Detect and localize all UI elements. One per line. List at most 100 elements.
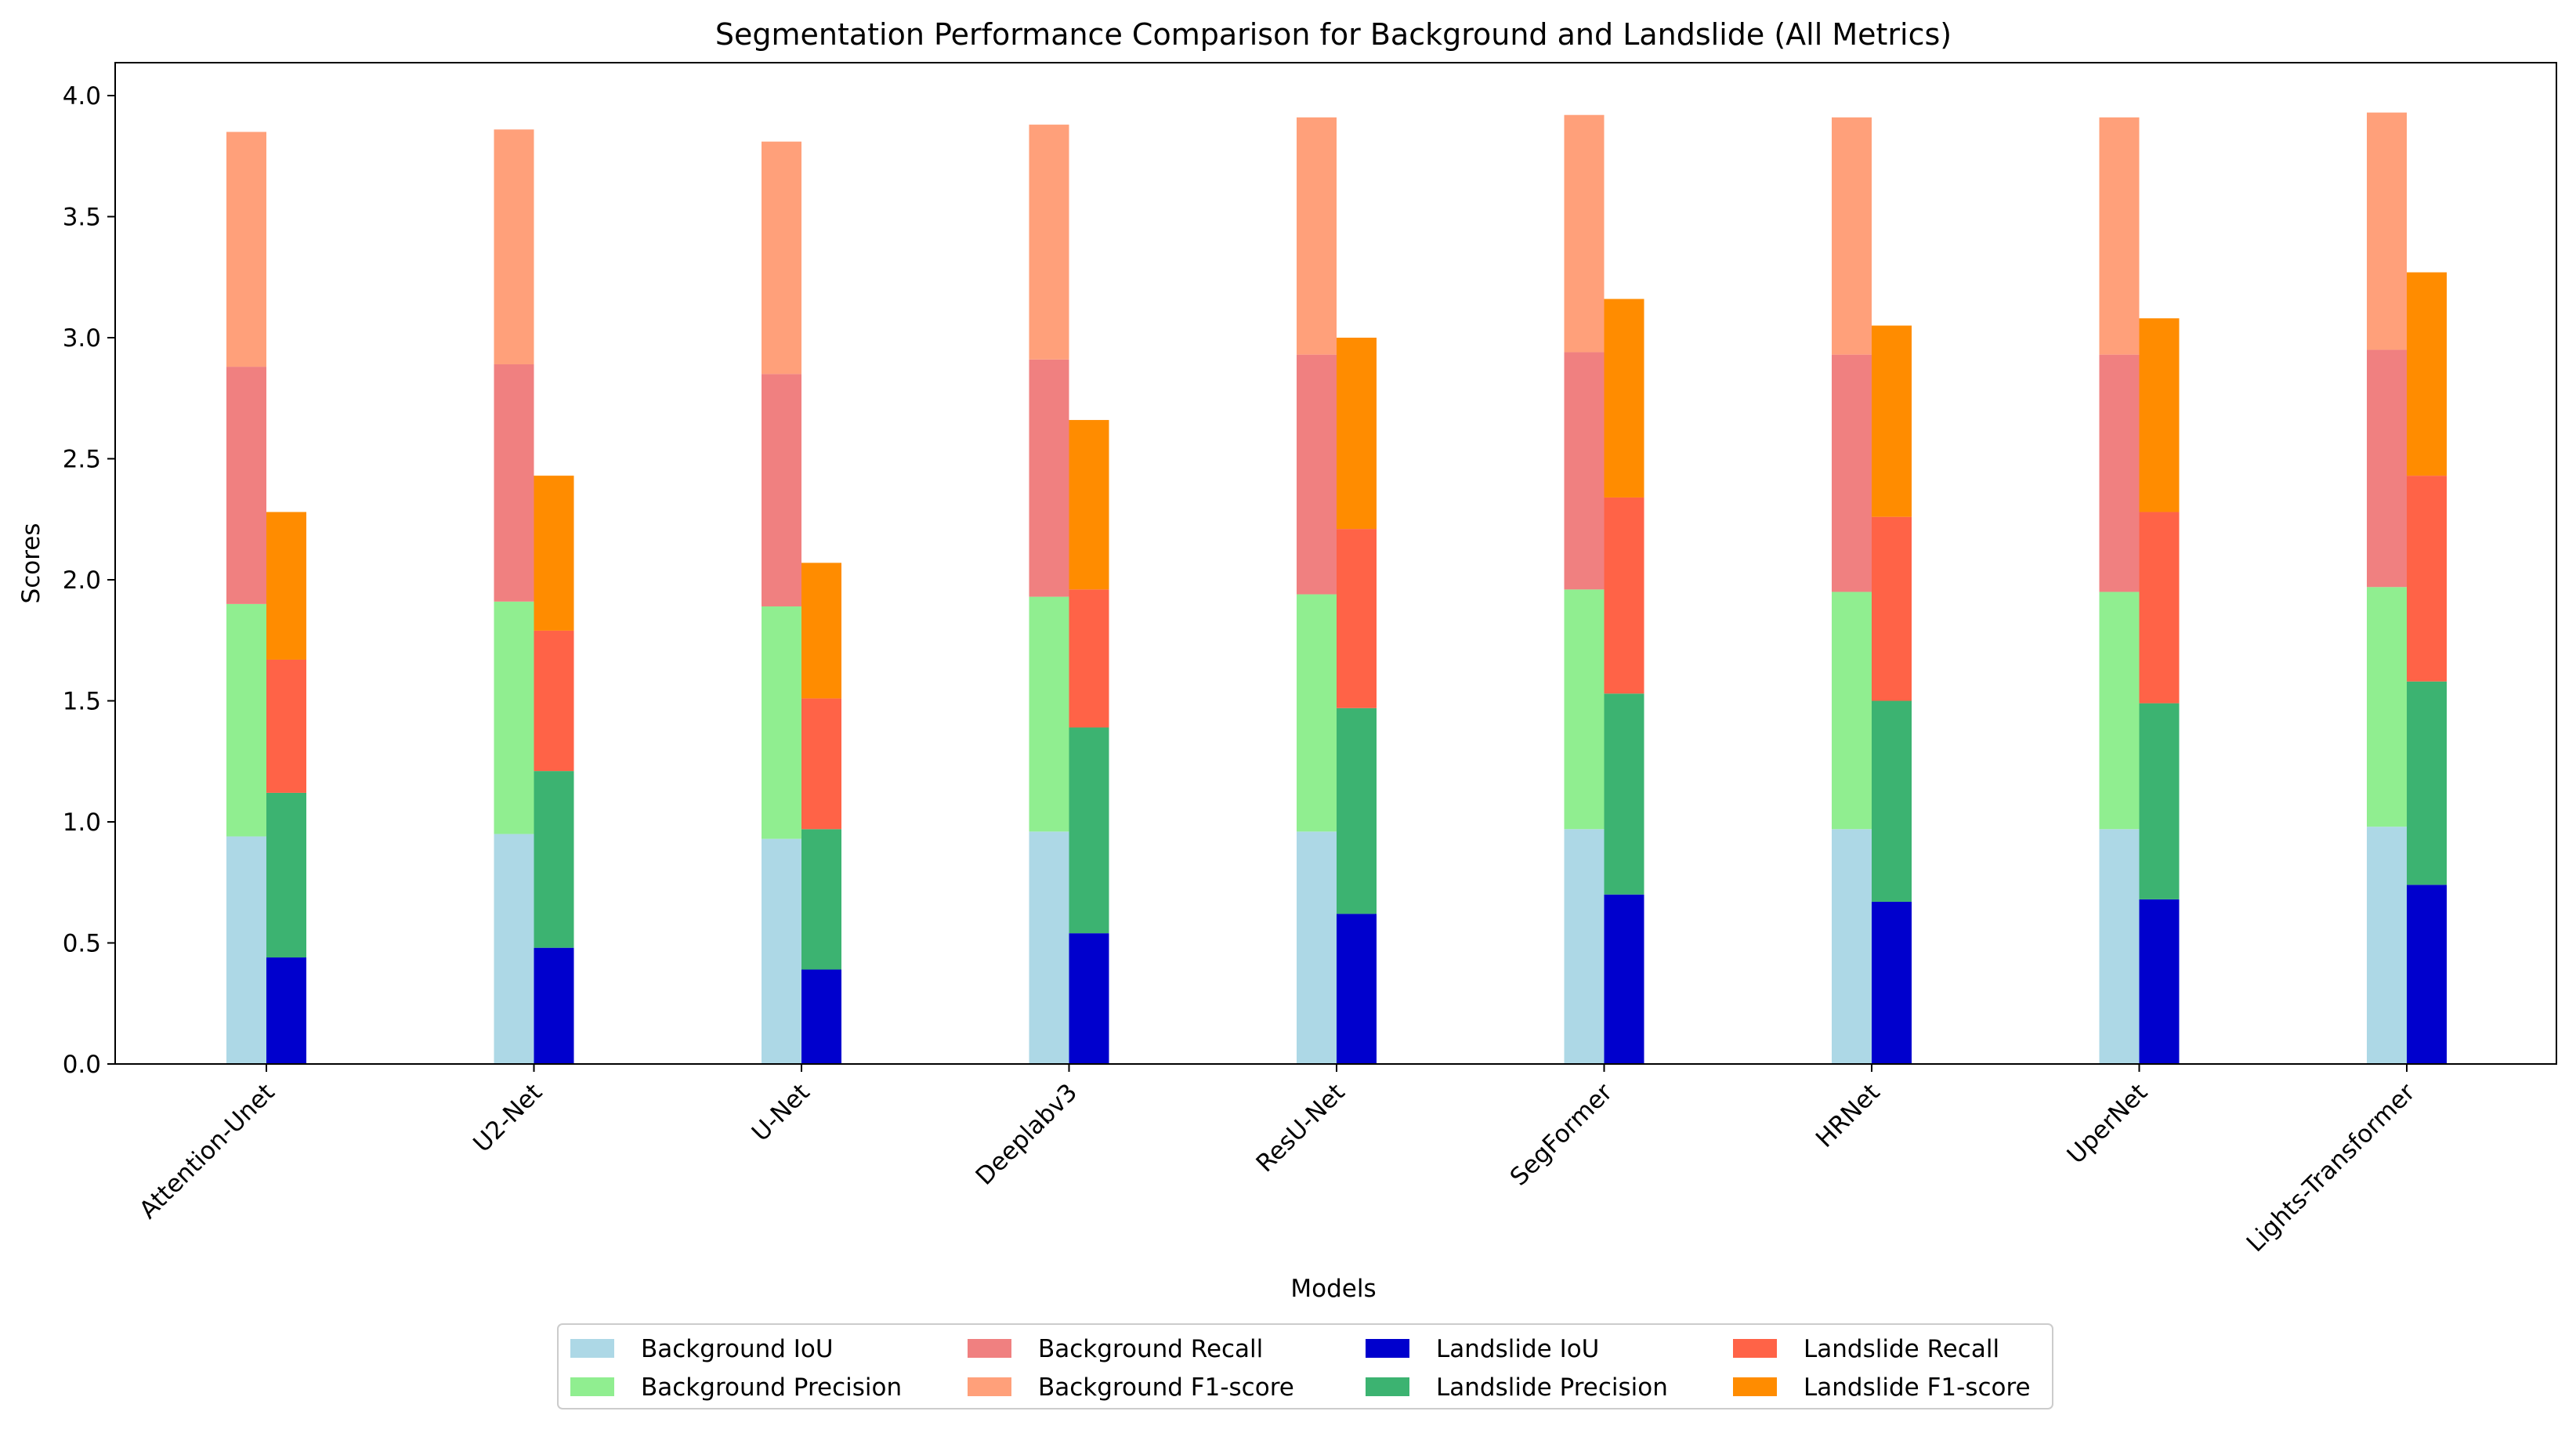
y-tick-label: 1.5: [63, 688, 101, 716]
legend-entry-label: Landslide F1-score: [1804, 1373, 2031, 1402]
bar-resu-net-background-recall: [1297, 354, 1337, 595]
y-tick-label: 4.0: [63, 82, 101, 110]
bar-u-net-background-precision: [762, 606, 801, 839]
bar-lights-transformer-landslide-iou: [2407, 885, 2447, 1064]
y-tick-label: 2.5: [63, 446, 101, 474]
bar-segformer-background-f1-score: [1564, 114, 1605, 353]
bar-upernet-background-precision: [2099, 592, 2140, 830]
x-tick-label: U2-Net: [468, 1078, 548, 1158]
bar-hrnet-landslide-recall: [1872, 516, 1912, 701]
x-tick-label: ResU-Net: [1251, 1078, 1351, 1178]
bar-deeplabv3-background-recall: [1029, 359, 1069, 597]
legend-entry-label: Background F1-score: [1038, 1373, 1294, 1402]
bar-attention-unet-background-iou: [226, 836, 266, 1064]
y-tick-label: 0.0: [63, 1051, 101, 1079]
bar-u-net-background-iou: [762, 838, 801, 1064]
y-tick-label: 3.5: [63, 204, 101, 232]
bar-deeplabv3-landslide-iou: [1069, 933, 1109, 1064]
bar-hrnet-landslide-precision: [1872, 700, 1912, 902]
bar-u2-net-landslide-f1-score: [534, 476, 574, 631]
bar-lights-transformer-landslide-f1-score: [2407, 272, 2447, 476]
bar-lights-transformer-background-iou: [2367, 827, 2407, 1064]
bar-u-net-background-recall: [762, 374, 801, 606]
bar-resu-net-background-precision: [1297, 594, 1337, 832]
legend-entry-label: Background Precision: [641, 1373, 902, 1402]
bar-resu-net-landslide-precision: [1337, 707, 1377, 914]
bar-attention-unet-landslide-recall: [266, 659, 306, 793]
bar-resu-net-landslide-iou: [1337, 914, 1377, 1064]
bar-upernet-background-recall: [2099, 354, 2140, 592]
legend-entry-label: Background Recall: [1038, 1335, 1263, 1363]
bar-attention-unet-background-recall: [226, 367, 266, 604]
bar-u-net-landslide-recall: [801, 698, 841, 830]
x-tick-label: U-Net: [747, 1078, 816, 1147]
bar-attention-unet-background-f1-score: [226, 132, 266, 367]
bar-upernet-landslide-f1-score: [2139, 318, 2180, 512]
x-tick-label: HRNet: [1811, 1078, 1886, 1153]
bar-upernet-landslide-recall: [2139, 512, 2180, 704]
legend-swatch: [1366, 1377, 1409, 1396]
bar-attention-unet-landslide-precision: [266, 792, 306, 958]
x-tick-label: Deeplabv3: [971, 1078, 1084, 1191]
legend-entry-label: Landslide Precision: [1436, 1373, 1668, 1402]
legend-swatch: [570, 1339, 614, 1358]
bar-u-net-landslide-precision: [801, 829, 841, 970]
bar-upernet-background-f1-score: [2099, 117, 2140, 355]
legend-frame: [557, 1323, 2053, 1409]
x-tick-label: Attention-Unet: [134, 1078, 280, 1225]
bar-deeplabv3-background-iou: [1029, 831, 1069, 1064]
bar-resu-net-landslide-f1-score: [1337, 338, 1377, 530]
legend-swatch: [1366, 1339, 1409, 1358]
bar-lights-transformer-landslide-recall: [2407, 476, 2447, 682]
bar-upernet-landslide-iou: [2139, 899, 2180, 1064]
bar-u2-net-landslide-recall: [534, 630, 574, 772]
bar-u-net-background-f1-score: [762, 141, 801, 375]
bar-u2-net-background-recall: [494, 364, 534, 602]
bar-upernet-landslide-precision: [2139, 703, 2180, 899]
legend-swatch: [968, 1339, 1011, 1358]
bar-u-net-landslide-f1-score: [801, 563, 841, 699]
bar-u2-net-landslide-iou: [534, 947, 574, 1064]
chart-title: Segmentation Performance Comparison for …: [715, 17, 1952, 52]
legend-swatch: [570, 1377, 614, 1396]
bar-lights-transformer-background-precision: [2367, 587, 2407, 827]
bar-hrnet-background-f1-score: [1832, 117, 1872, 355]
bar-deeplabv3-landslide-precision: [1069, 727, 1109, 934]
bar-hrnet-background-iou: [1832, 829, 1872, 1064]
bar-segformer-landslide-f1-score: [1604, 299, 1644, 498]
bar-resu-net-background-f1-score: [1297, 117, 1337, 355]
bar-lights-transformer-landslide-precision: [2407, 681, 2447, 885]
bar-segformer-background-recall: [1564, 352, 1605, 590]
bar-deeplabv3-landslide-f1-score: [1069, 420, 1109, 590]
bar-upernet-background-iou: [2099, 829, 2140, 1064]
y-axis: 0.0 0.5 1.0 1.5 2.0 2.5 3.0 3.5 4.0: [63, 82, 115, 1079]
bar-deeplabv3-background-precision: [1029, 596, 1069, 832]
bar-resu-net-landslide-recall: [1337, 529, 1377, 708]
bar-u2-net-background-iou: [494, 834, 534, 1064]
bar-attention-unet-landslide-iou: [266, 957, 306, 1064]
bar-segformer-landslide-iou: [1604, 894, 1644, 1064]
x-tick-label: SegFormer: [1505, 1078, 1619, 1192]
bar-hrnet-background-precision: [1832, 592, 1872, 830]
x-tick-label: UperNet: [2062, 1078, 2153, 1169]
bar-u2-net-background-f1-score: [494, 129, 534, 364]
x-axis: Attention-Unet U2-Net U-Net Deeplabv3 ResU-N…: [134, 1064, 2421, 1257]
bar-u2-net-landslide-precision: [534, 771, 574, 948]
legend-entry-label: Landslide Recall: [1804, 1335, 1999, 1363]
bar-segformer-background-precision: [1564, 589, 1605, 830]
bar-hrnet-landslide-iou: [1872, 901, 1912, 1064]
bar-attention-unet-landslide-f1-score: [266, 512, 306, 660]
y-axis-label: Scores: [17, 523, 45, 604]
bar-segformer-landslide-recall: [1604, 497, 1644, 694]
bar-hrnet-landslide-f1-score: [1872, 325, 1912, 517]
bar-resu-net-background-iou: [1297, 831, 1337, 1064]
bar-deeplabv3-background-f1-score: [1029, 125, 1069, 360]
bar-hrnet-background-recall: [1832, 354, 1872, 592]
bars-layer: [226, 112, 2447, 1064]
y-tick-label: 3.0: [63, 324, 101, 353]
x-tick-label: Lights-Transformer: [2241, 1078, 2421, 1257]
bar-lights-transformer-background-f1-score: [2367, 112, 2407, 350]
bar-segformer-background-iou: [1564, 829, 1605, 1064]
legend-entry-label: Landslide IoU: [1436, 1335, 1599, 1363]
